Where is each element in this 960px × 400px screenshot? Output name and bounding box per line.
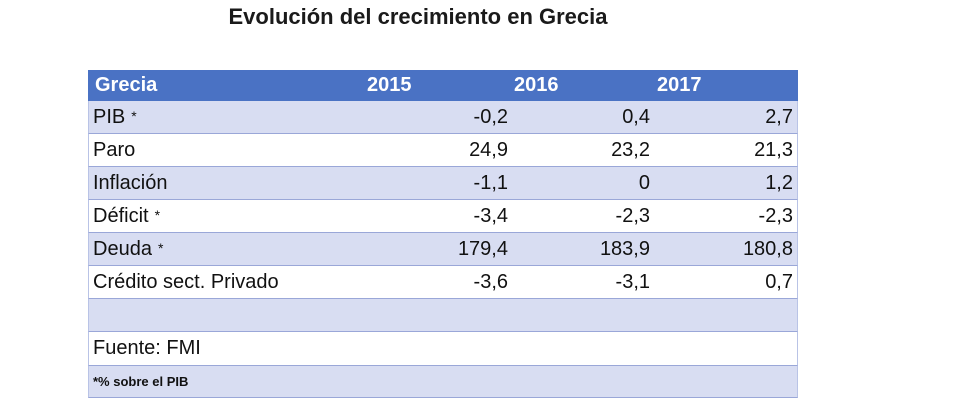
- table-row-footnote: *% sobre el PIB: [88, 366, 798, 398]
- page-title: Evolución del crecimiento en Grecia: [228, 4, 608, 29]
- value-2016: 23,2: [611, 138, 650, 161]
- footnote-marker: *: [131, 107, 137, 124]
- row-label: Paro: [89, 139, 367, 162]
- table-row-deficit: Déficit * -3,4 -2,3 -2,3: [88, 200, 798, 233]
- row-label: Crédito sect. Privado: [89, 271, 367, 294]
- value-2016: -3,1: [615, 270, 650, 293]
- row-label-text: Crédito sect. Privado: [93, 270, 279, 293]
- value-2016: 183,9: [599, 237, 650, 260]
- value-2017: -2,3: [758, 204, 793, 227]
- footnote-text: *% sobre el PIB: [93, 374, 189, 389]
- table-row-source: Fuente: FMI: [88, 332, 798, 366]
- table-row-pib: PIB * -0,2 0,4 2,7: [88, 101, 798, 134]
- value-2015: -1,1: [473, 171, 508, 194]
- row-label: Deuda *: [89, 238, 367, 261]
- header-year-2016: 2016: [514, 73, 559, 96]
- table-header-row: Grecia 2015 2016 2017: [88, 70, 798, 101]
- header-year-2017: 2017: [657, 73, 702, 96]
- row-label-text: Paro: [93, 138, 136, 161]
- row-label-text: Deuda: [93, 237, 152, 260]
- value-2017: 21,3: [754, 138, 793, 161]
- row-label: PIB *: [89, 106, 367, 129]
- value-2016: -2,3: [615, 204, 650, 227]
- value-2017: 1,2: [765, 171, 793, 194]
- header-country: Grecia: [95, 73, 158, 96]
- value-2017: 0,7: [765, 270, 793, 293]
- row-label-text: Déficit: [93, 204, 149, 227]
- value-2016: 0,4: [622, 105, 650, 128]
- table-row-empty: [88, 299, 798, 332]
- value-2017: 2,7: [765, 105, 793, 128]
- table-row-deuda: Deuda * 179,4 183,9 180,8: [88, 233, 798, 266]
- value-2015: -3,6: [473, 270, 508, 293]
- value-2015: 179,4: [457, 237, 508, 260]
- table-row-credito: Crédito sect. Privado -3,6 -3,1 0,7: [88, 266, 798, 299]
- row-label-text: Inflación: [93, 171, 168, 194]
- value-2016: 0: [638, 171, 650, 194]
- value-2017: 180,8: [742, 237, 793, 260]
- source-note: Fuente: FMI: [93, 337, 201, 359]
- table-row-paro: Paro 24,9 23,2 21,3: [88, 134, 798, 167]
- row-label: Déficit *: [89, 205, 367, 228]
- row-label-text: PIB: [93, 105, 126, 128]
- footnote-marker: *: [154, 206, 161, 223]
- value-2015: -3,4: [473, 204, 508, 227]
- value-2015: 24,9: [469, 138, 508, 161]
- footnote-marker: *: [157, 239, 164, 256]
- header-year-2015: 2015: [367, 73, 412, 96]
- value-2015: -0,2: [473, 105, 508, 128]
- row-label: Inflación: [89, 172, 367, 195]
- growth-table: Grecia 2015 2016 2017 PIB * -0,2 0,4 2,7 …: [88, 70, 798, 398]
- table-row-inflacion: Inflación -1,1 0 1,2: [88, 167, 798, 200]
